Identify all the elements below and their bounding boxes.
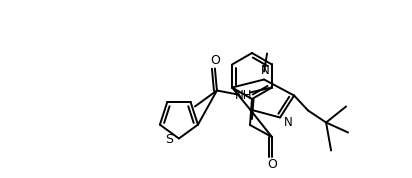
- Text: N: N: [261, 64, 269, 77]
- Text: S: S: [165, 133, 173, 146]
- Text: N: N: [284, 116, 293, 129]
- Text: O: O: [267, 158, 277, 171]
- Text: NH: NH: [235, 89, 253, 102]
- Text: O: O: [210, 54, 220, 67]
